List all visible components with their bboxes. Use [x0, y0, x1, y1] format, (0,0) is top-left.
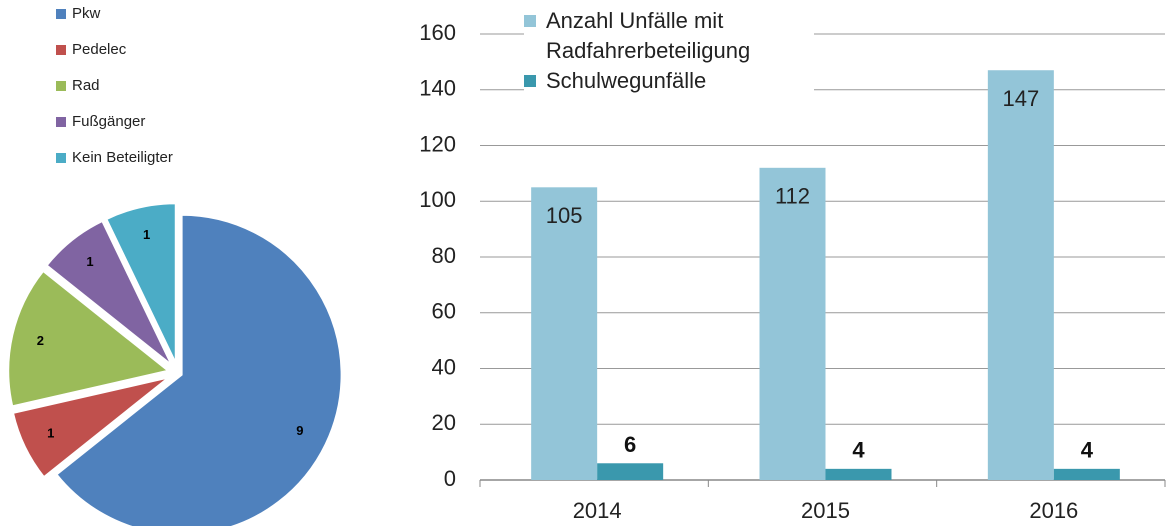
legend-swatch [56, 153, 66, 163]
data-label: 9 [296, 423, 303, 438]
data-label: 1 [47, 426, 54, 441]
data-label: 2 [37, 333, 44, 348]
pie-slice [7, 269, 171, 408]
legend-item: Schulwegunfälle [524, 66, 814, 96]
legend-label: Schulwegunfälle [546, 68, 707, 93]
y-tick-label: 160 [419, 20, 456, 45]
legend-label: Anzahl Unfälle mit Radfahrerbeteiligung [546, 8, 751, 63]
legend-swatch [56, 81, 66, 91]
data-label: 4 [852, 438, 865, 463]
legend-swatch [56, 45, 66, 55]
pie-slice [55, 213, 343, 526]
bar [759, 167, 826, 481]
bar [987, 70, 1054, 481]
legend-label: Rad [72, 77, 100, 94]
legend-swatch [56, 117, 66, 127]
pie-slice [11, 376, 170, 479]
x-tick-label: 2014 [573, 498, 622, 523]
y-tick-label: 20 [432, 410, 456, 435]
y-tick-label: 80 [432, 243, 456, 268]
y-tick-label: 100 [419, 187, 456, 212]
legend-label: Fußgänger [72, 113, 145, 130]
legend-swatch [56, 9, 66, 19]
legend-swatch [524, 75, 536, 87]
data-label: 4 [1081, 438, 1094, 463]
y-tick-label: 120 [419, 131, 456, 156]
data-label: 1 [86, 254, 93, 269]
pie-slice [45, 219, 173, 366]
pie-slice [105, 202, 177, 364]
bar [531, 187, 598, 480]
data-label: 147 [1002, 86, 1039, 111]
legend-label: Pedelec [72, 41, 127, 58]
legend-label: Pkw [72, 5, 101, 22]
bar [1053, 468, 1120, 480]
legend-label: Kein Beteiligter [72, 149, 173, 166]
y-tick-label: 40 [432, 354, 456, 379]
x-tick-label: 2015 [801, 498, 850, 523]
y-tick-label: 60 [432, 299, 456, 324]
x-tick-label: 2016 [1029, 498, 1078, 523]
y-tick-label: 140 [419, 76, 456, 101]
bar [825, 468, 892, 480]
data-label: 112 [775, 184, 810, 209]
y-tick-label: 0 [444, 466, 456, 491]
legend: Anzahl Unfälle mit Radfahrerbeteiligung S… [524, 6, 814, 96]
bar [597, 463, 664, 480]
legend-item: Anzahl Unfälle mit Radfahrerbeteiligung [524, 6, 814, 66]
legend-swatch [524, 15, 536, 27]
data-label: 105 [546, 203, 583, 228]
data-label: 1 [143, 227, 150, 242]
data-label: 6 [624, 432, 636, 457]
